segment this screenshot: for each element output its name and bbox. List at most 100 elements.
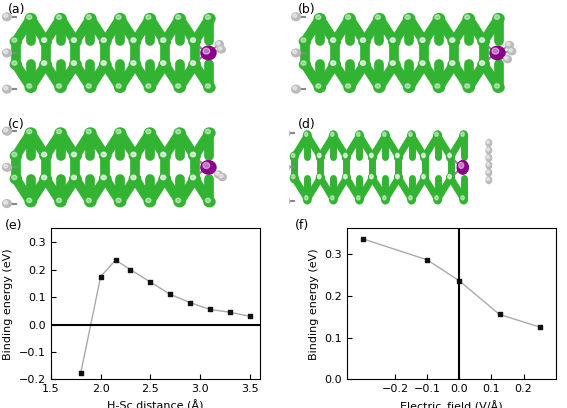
Circle shape: [460, 131, 467, 140]
Circle shape: [40, 37, 51, 47]
Circle shape: [356, 131, 363, 140]
Circle shape: [331, 61, 336, 65]
Circle shape: [422, 153, 425, 157]
Circle shape: [448, 60, 459, 69]
Circle shape: [316, 84, 321, 88]
Point: [111, 257, 120, 263]
Circle shape: [27, 15, 32, 19]
Circle shape: [85, 197, 96, 207]
Circle shape: [201, 161, 216, 174]
Circle shape: [129, 174, 141, 184]
Circle shape: [204, 197, 215, 207]
Circle shape: [55, 82, 66, 92]
Circle shape: [509, 49, 513, 52]
Circle shape: [303, 195, 311, 204]
Circle shape: [191, 38, 196, 42]
Circle shape: [359, 37, 370, 47]
Circle shape: [314, 82, 325, 92]
Circle shape: [486, 154, 492, 161]
Circle shape: [101, 38, 106, 42]
Circle shape: [100, 37, 111, 47]
Circle shape: [486, 169, 492, 176]
Circle shape: [487, 140, 489, 144]
Circle shape: [435, 84, 440, 88]
Circle shape: [409, 132, 412, 136]
Circle shape: [57, 15, 61, 19]
Circle shape: [492, 48, 499, 54]
Circle shape: [129, 60, 141, 69]
Circle shape: [146, 198, 151, 203]
Circle shape: [101, 152, 106, 157]
Circle shape: [382, 195, 390, 204]
Circle shape: [27, 129, 32, 134]
Circle shape: [4, 129, 8, 132]
Circle shape: [203, 162, 210, 169]
Circle shape: [189, 37, 200, 47]
Circle shape: [383, 196, 386, 200]
Circle shape: [12, 175, 17, 180]
Circle shape: [342, 152, 350, 162]
Circle shape: [115, 13, 126, 24]
Circle shape: [420, 61, 425, 65]
Circle shape: [100, 151, 111, 161]
Circle shape: [478, 37, 489, 47]
Circle shape: [448, 37, 459, 47]
Circle shape: [465, 84, 469, 88]
Circle shape: [101, 175, 106, 180]
Point: [225, 309, 234, 315]
Circle shape: [301, 38, 306, 42]
Circle shape: [70, 60, 81, 69]
Circle shape: [40, 60, 51, 69]
Circle shape: [176, 15, 181, 19]
Circle shape: [421, 152, 429, 162]
Circle shape: [174, 82, 185, 92]
Circle shape: [215, 172, 219, 175]
Circle shape: [27, 84, 32, 88]
Circle shape: [463, 13, 474, 24]
Circle shape: [344, 13, 355, 24]
Circle shape: [160, 38, 166, 42]
Text: (e): (e): [5, 220, 23, 233]
Circle shape: [447, 173, 454, 183]
Circle shape: [215, 41, 223, 48]
Circle shape: [304, 196, 308, 200]
Circle shape: [290, 152, 298, 162]
Circle shape: [160, 152, 166, 157]
Circle shape: [370, 175, 373, 179]
Circle shape: [159, 60, 170, 69]
Circle shape: [450, 61, 455, 65]
Circle shape: [480, 38, 485, 42]
Circle shape: [284, 164, 290, 171]
Circle shape: [85, 82, 96, 92]
Circle shape: [318, 175, 321, 179]
Circle shape: [40, 174, 51, 184]
Circle shape: [203, 48, 210, 54]
Y-axis label: Binding energy (eV): Binding energy (eV): [3, 248, 14, 360]
Circle shape: [448, 37, 459, 47]
Circle shape: [486, 147, 492, 154]
Circle shape: [70, 151, 81, 161]
Circle shape: [129, 174, 141, 184]
Circle shape: [191, 38, 196, 42]
Circle shape: [299, 60, 311, 69]
Circle shape: [344, 175, 347, 179]
Circle shape: [129, 151, 141, 161]
Circle shape: [361, 38, 366, 42]
Circle shape: [159, 151, 170, 161]
Circle shape: [344, 153, 347, 157]
Circle shape: [291, 13, 301, 21]
Circle shape: [375, 15, 380, 19]
Circle shape: [191, 175, 196, 180]
Circle shape: [214, 171, 222, 178]
Circle shape: [463, 82, 474, 92]
Circle shape: [370, 153, 373, 157]
Circle shape: [465, 15, 469, 19]
Text: (d): (d): [298, 118, 315, 131]
Circle shape: [70, 60, 81, 69]
Circle shape: [71, 152, 77, 157]
Circle shape: [3, 200, 11, 207]
Circle shape: [57, 129, 61, 134]
Circle shape: [447, 173, 454, 183]
Circle shape: [146, 129, 151, 134]
Circle shape: [12, 61, 17, 65]
